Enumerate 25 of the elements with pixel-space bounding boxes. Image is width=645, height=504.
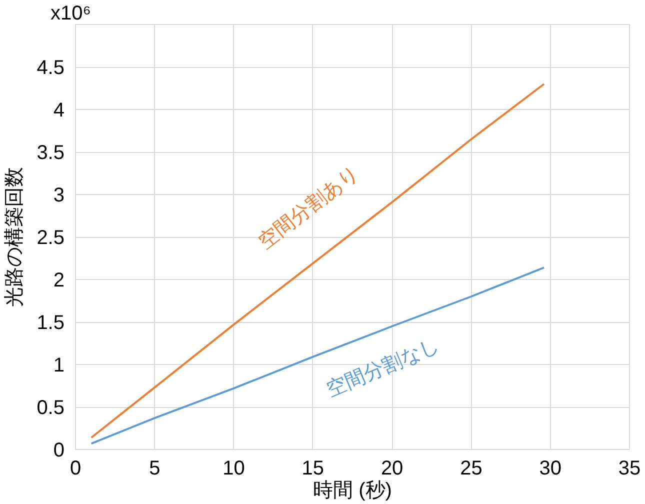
y-tick-label: 3.5: [36, 142, 65, 164]
y-tick-label: 0: [53, 440, 64, 462]
text: x10⁶: [50, 2, 91, 24]
x-tick-label: 10: [222, 458, 245, 480]
y-tick-label: 4.5: [36, 57, 65, 79]
x-tick-label: 25: [460, 458, 482, 480]
y-tick-label: 4: [53, 100, 64, 122]
x-axis-title: 時間 (秒): [313, 480, 392, 502]
x-tick-label: 20: [380, 458, 404, 480]
text: 空間分割なし: [324, 334, 443, 402]
x-tick-label: 0: [70, 458, 82, 480]
x-tick-label: 15: [302, 458, 324, 480]
x-tick-label: 35: [618, 458, 641, 480]
y-tick-label: 2.5: [36, 227, 65, 249]
y-tick-label: 0.5: [36, 397, 65, 419]
text: 空間分割あり: [254, 162, 363, 254]
y-tick-label: 2: [53, 270, 64, 292]
y-tick-label: 3: [53, 184, 64, 206]
line-series: [90, 266, 546, 445]
y-tick-label: 1.5: [36, 312, 65, 334]
y-axis-title: 光路の構築回数: [4, 167, 26, 307]
x-tick-label: 5: [149, 458, 160, 480]
x-tick-label: 30: [539, 458, 562, 480]
y-tick-label: 1: [53, 354, 64, 376]
line-series: [90, 83, 546, 439]
